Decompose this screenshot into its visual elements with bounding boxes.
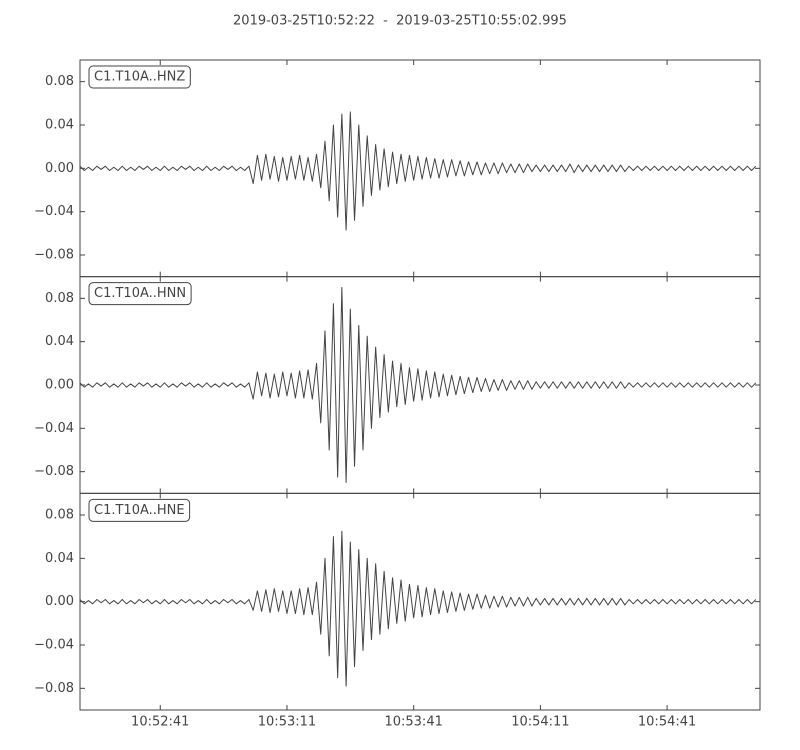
trace-label-box — [88, 498, 191, 522]
trace-label: C1.T10A..HNE — [94, 503, 185, 518]
y-tick-label: 0.04 — [45, 118, 74, 133]
y-tick-label: 0.04 — [45, 551, 74, 566]
y-tick-label: 0.00 — [45, 378, 74, 393]
waveform-trace — [79, 111, 757, 231]
y-tick-label: −0.08 — [34, 248, 74, 263]
trace-label: C1.T10A..HNZ — [94, 70, 185, 85]
y-tick-label: −0.08 — [34, 681, 74, 696]
waveform-trace — [79, 287, 757, 483]
x-tick-label: 10:52:41 — [131, 715, 189, 730]
x-tick-label: 10:53:11 — [258, 715, 316, 730]
y-tick-label: 0.08 — [45, 74, 74, 89]
y-tick-label: −0.04 — [34, 638, 74, 653]
y-tick-label: 0.08 — [45, 508, 74, 523]
trace-label: C1.T10A..HNN — [94, 286, 186, 301]
y-tick-label: 0.08 — [45, 291, 74, 306]
x-tick-label: 10:53:41 — [384, 715, 442, 730]
y-tick-label: 0.04 — [45, 334, 74, 349]
x-tick-label: 10:54:11 — [511, 715, 569, 730]
y-tick-label: −0.04 — [34, 204, 74, 219]
trace-label-box — [88, 65, 191, 89]
chart-title: 2019-03-25T10:52:22 - 2019-03-25T10:55:0… — [233, 14, 567, 29]
x-tick-label: 10:54:41 — [638, 715, 696, 730]
y-tick-label: −0.08 — [34, 464, 74, 479]
trace-label-box — [88, 282, 192, 306]
y-tick-label: 0.00 — [45, 161, 74, 176]
waveform-trace — [79, 530, 757, 687]
y-tick-label: −0.04 — [34, 421, 74, 436]
y-tick-label: 0.00 — [45, 594, 74, 609]
